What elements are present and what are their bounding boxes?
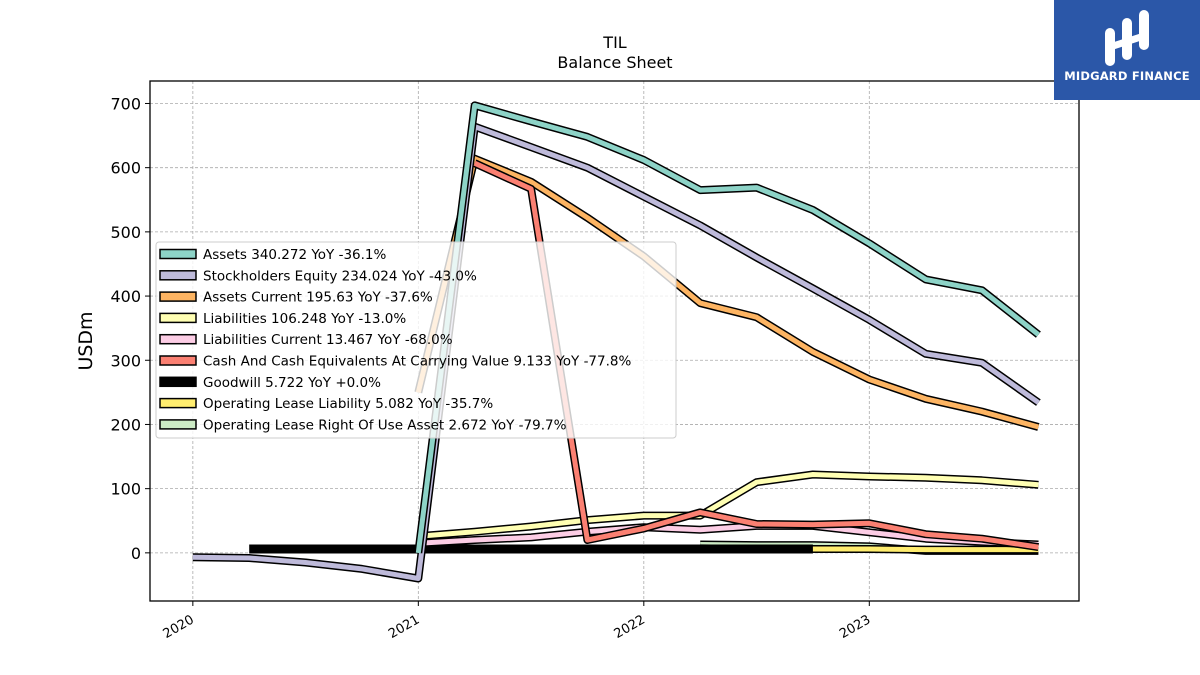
y-tick-label: 500 [110,223,141,242]
legend-item: Stockholders Equity 234.024 YoY -43.0% [159,268,477,284]
x-tick-label: 2021 [386,612,422,642]
midgard-logo-icon [1105,10,1149,66]
legend-swatch [159,419,197,430]
legend-swatch [159,312,197,324]
plot-frame [149,80,1080,602]
legend-item: Liabilities 106.248 YoY -13.0% [159,311,406,327]
legend-item: Operating Lease Right Of Use Asset 2.672… [159,417,567,433]
series-line [418,472,1039,539]
y-tick-label: 400 [110,287,141,306]
series-liabilities-current [418,521,1039,549]
x-tick-label: 2023 [837,612,873,642]
legend-label: Cash And Cash Equivalents At Carrying Va… [203,354,631,370]
legend-label: Liabilities Current 13.467 YoY -68.0% [203,332,453,348]
y-tick-label: 300 [110,351,141,370]
series-lines [192,101,1041,583]
series-line [192,124,1040,581]
y-tick-label: 600 [110,159,141,178]
legend-item: Assets Current 195.63 YoY -37.6% [159,290,433,306]
legend-swatch [159,248,197,260]
series-line [415,102,1040,554]
brand-name: MIDGARD FINANCE [1064,69,1190,83]
y-axis-label: USDm [75,311,97,370]
legend-label: Operating Lease Right Of Use Asset 2.672… [203,417,567,433]
series-assets-current [414,154,1040,431]
midgard-finance-logo: MIDGARD FINANCE [1054,0,1200,100]
legend-box [155,241,677,439]
x-tick-label: 2020 [161,612,197,642]
legend-label: Goodwill 5.722 YoY +0.0% [203,375,381,391]
series-line [418,523,1039,547]
legend-swatch [159,397,197,409]
x-axis-ticks: 2020 2021 2022 2023 [161,601,873,642]
legend-item: Cash And Cash Equivalents At Carrying Va… [159,354,631,370]
y-axis-ticks: 0 100 200 300 400 500 600 700 [110,94,150,563]
series-assets [414,101,1041,554]
legend-swatch [159,376,197,388]
y-tick-label: 200 [110,415,141,434]
legend-label: Assets 340.272 YoY -36.1% [203,247,387,263]
series-stockholders-equity [192,122,1041,583]
series-line [415,156,1040,430]
legend-swatch [159,333,197,345]
chart-title: TIL [602,33,626,52]
legend-swatch [159,270,197,281]
series-liabilities [417,470,1039,541]
legend-label: Assets Current 195.63 YoY -37.6% [203,290,433,306]
legend-item: Assets 340.272 YoY -36.1% [159,247,387,263]
legend-item: Goodwill 5.722 YoY +0.0% [159,375,381,391]
legend-item: Liabilities Current 13.467 YoY -68.0% [159,332,453,348]
y-tick-label: 100 [110,480,141,499]
x-tick-label: 2022 [612,612,648,642]
legend-swatch [159,291,197,302]
legend-label: Operating Lease Liability 5.082 YoY -35.… [203,396,493,412]
legend: Assets 340.272 YoY -36.1% Stockholders Eq… [155,241,677,439]
y-tick-label: 700 [110,94,141,113]
legend-label: Stockholders Equity 234.024 YoY -43.0% [203,268,477,284]
legend-swatch [159,355,197,366]
legend-item: Operating Lease Liability 5.082 YoY -35.… [159,396,493,412]
chart-subtitle: Balance Sheet [557,53,672,72]
legend-label: Liabilities 106.248 YoY -13.0% [203,311,406,327]
y-tick-label: 0 [131,544,141,563]
